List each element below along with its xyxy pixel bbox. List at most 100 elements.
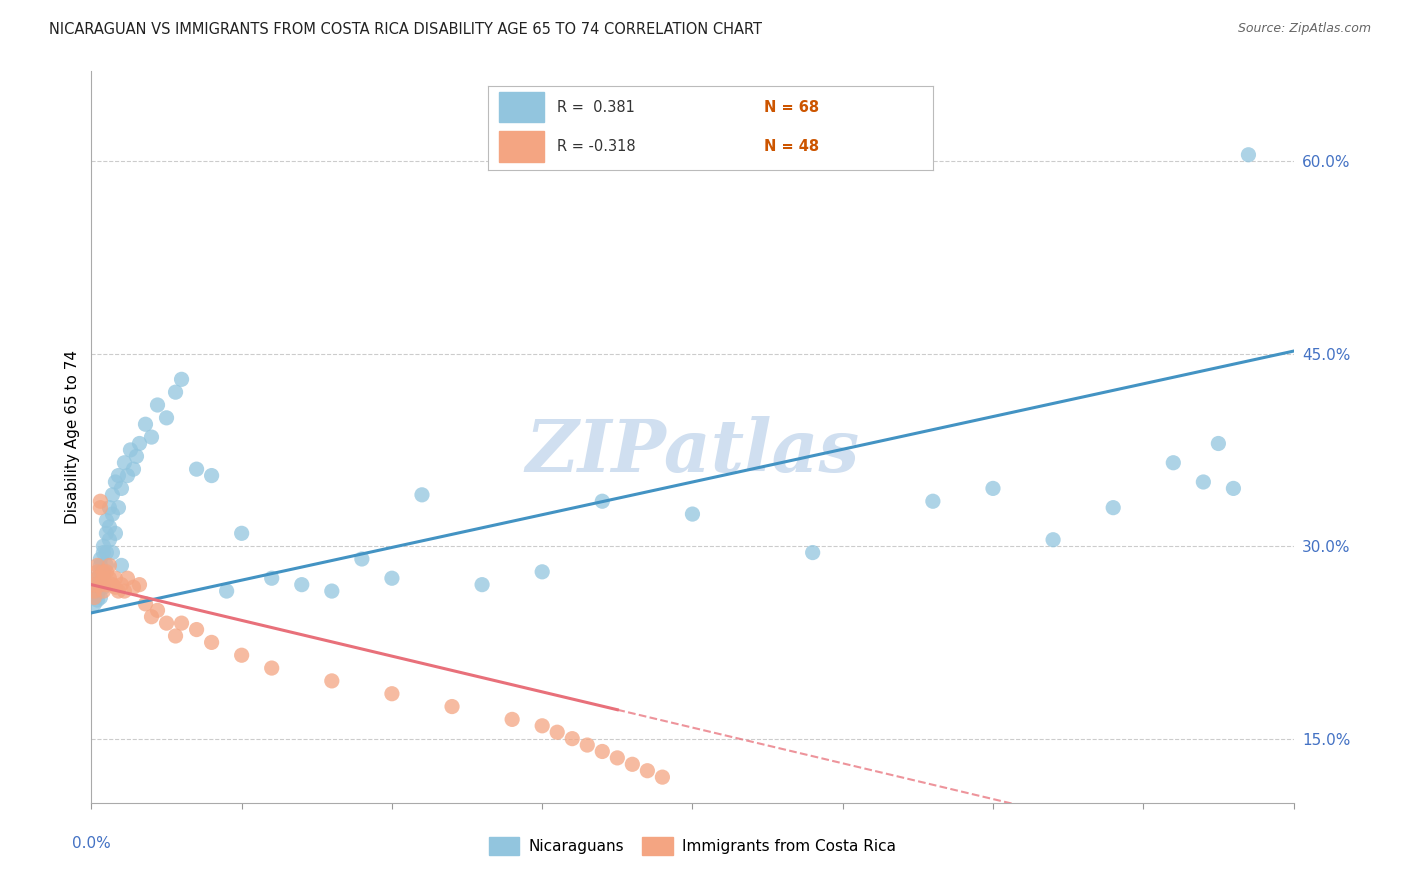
Point <box>83 577 105 591</box>
Text: Source: ZipAtlas.com: Source: ZipAtlas.com <box>1237 22 1371 36</box>
Point <box>576 738 599 752</box>
Point <box>86 558 108 573</box>
Point <box>93 545 115 559</box>
Point <box>440 699 463 714</box>
Point <box>186 462 208 476</box>
Point <box>231 648 253 663</box>
Point <box>101 577 124 591</box>
Point <box>107 500 129 515</box>
Point <box>110 558 132 573</box>
Point <box>114 456 136 470</box>
Point <box>134 417 156 432</box>
Point <box>93 565 115 579</box>
Point <box>201 468 224 483</box>
Point <box>96 565 118 579</box>
Point <box>89 494 111 508</box>
Point <box>89 577 111 591</box>
Point <box>681 507 703 521</box>
Point <box>591 744 613 758</box>
Point <box>651 770 673 784</box>
Point <box>107 468 129 483</box>
Point <box>1208 436 1230 450</box>
Point <box>141 609 163 624</box>
Point <box>89 552 111 566</box>
Point <box>93 584 115 599</box>
Point <box>86 588 108 602</box>
Point <box>155 410 177 425</box>
Point <box>83 577 105 591</box>
Point <box>86 565 108 579</box>
Point <box>546 725 568 739</box>
Point <box>170 372 193 386</box>
Point <box>321 673 343 688</box>
Text: 0.0%: 0.0% <box>72 836 111 851</box>
Point <box>101 545 124 559</box>
Point <box>471 577 494 591</box>
Point <box>531 565 554 579</box>
Point <box>89 500 111 515</box>
Point <box>1102 500 1125 515</box>
Point <box>93 571 115 585</box>
Point <box>122 580 145 594</box>
Point <box>350 552 373 566</box>
Point <box>134 597 156 611</box>
Point <box>606 751 628 765</box>
Point <box>107 584 129 599</box>
Point <box>922 494 945 508</box>
Point <box>96 577 118 591</box>
Point <box>801 545 824 559</box>
Point <box>89 565 111 579</box>
Point <box>89 575 111 590</box>
Point <box>231 526 253 541</box>
Point <box>381 571 404 585</box>
Point <box>1042 533 1064 547</box>
Text: NICARAGUAN VS IMMIGRANTS FROM COSTA RICA DISABILITY AGE 65 TO 74 CORRELATION CHA: NICARAGUAN VS IMMIGRANTS FROM COSTA RICA… <box>49 22 762 37</box>
Point <box>291 577 314 591</box>
Point <box>93 567 115 582</box>
Point <box>321 584 343 599</box>
Point <box>165 629 187 643</box>
Point <box>165 385 187 400</box>
Point <box>101 488 124 502</box>
Point <box>260 571 283 585</box>
Point <box>411 488 433 502</box>
Point <box>104 526 127 541</box>
Point <box>170 616 193 631</box>
Point <box>141 430 163 444</box>
Point <box>501 712 523 726</box>
Point <box>83 597 105 611</box>
Point <box>101 507 124 521</box>
Point <box>381 687 404 701</box>
Point <box>561 731 583 746</box>
Point <box>122 462 145 476</box>
Point <box>981 482 1004 496</box>
Point <box>96 526 118 541</box>
Point <box>155 616 177 631</box>
Point <box>117 571 139 585</box>
Point <box>117 468 139 483</box>
Point <box>120 442 142 457</box>
Point <box>1237 148 1260 162</box>
Point <box>1222 482 1244 496</box>
Point <box>146 603 169 617</box>
Point <box>591 494 613 508</box>
Point <box>86 593 108 607</box>
Point <box>110 482 132 496</box>
Point <box>93 539 115 553</box>
Point <box>531 719 554 733</box>
Point <box>621 757 644 772</box>
Point <box>86 571 108 585</box>
Point <box>96 514 118 528</box>
Point <box>86 580 108 594</box>
Point <box>83 584 105 599</box>
Point <box>104 580 127 594</box>
Point <box>98 571 121 585</box>
Point <box>114 584 136 599</box>
Point <box>83 584 105 599</box>
Text: ZIPatlas: ZIPatlas <box>526 417 859 487</box>
Point <box>215 584 238 599</box>
Point <box>110 577 132 591</box>
Point <box>86 571 108 585</box>
Point <box>186 623 208 637</box>
Point <box>128 577 150 591</box>
